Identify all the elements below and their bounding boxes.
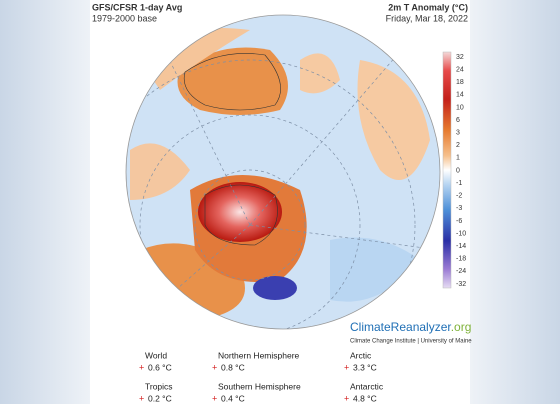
colorbar-label: 24 [456,66,464,73]
colorbar-label: 1 [456,155,460,162]
colorbar-label: -6 [456,218,462,225]
colorbar-label: 0 [456,167,460,174]
globe-outline [125,14,441,330]
colorbar-label: -32 [456,281,466,288]
stat-sign: + [344,393,349,403]
colorbar-label: -18 [456,256,466,263]
colorbar-label: -10 [456,230,466,237]
stat-value: 0.2 °C [148,393,172,403]
stat-value: 0.8 °C [221,362,245,372]
stat-value: 4.8 °C [353,393,377,403]
base-period: 1979-2000 base [92,13,157,23]
logo-domain: .org [451,320,472,334]
logo: ClimateReanalyzer.org [350,320,471,334]
stat-sign: + [344,362,349,372]
colorbar-label: 18 [456,79,464,86]
stat-label: Arctic [350,350,372,360]
colorbar-label: 14 [456,92,464,99]
colorbar-label: 3 [456,130,460,137]
stat-value: 0.4 °C [221,393,245,403]
stat-sign: + [212,362,217,372]
stat-value: 0.6 °C [148,362,172,372]
colorbar-label: -3 [456,205,462,212]
colorbar [442,51,452,289]
stat-value: 3.3 °C [353,362,377,372]
colorbar-label: 6 [456,117,460,124]
globe-map [126,15,440,329]
colorbar-label: -24 [456,268,466,275]
logo-credit: Climate Change Institute | University of… [350,339,472,345]
stat-label: Tropics [145,381,173,391]
colorbar-label: 10 [456,104,464,111]
title: GFS/CFSR 1-day Avg [92,2,182,12]
colorbar-label: -2 [456,193,462,200]
stat-label: Southern Hemisphere [218,381,301,391]
variable: 2m T Anomaly (°C) [388,2,468,12]
logo-name: ClimateReanalyzer [350,320,451,334]
stat-label: World [145,350,167,360]
colorbar-label: 2 [456,142,460,149]
stat-sign: + [212,393,217,403]
blurred-edge [0,0,90,404]
stat-sign: + [139,362,144,372]
colorbar-label: -1 [456,180,462,187]
colorbar-label: 32 [456,54,464,61]
blurred-edge [470,0,560,404]
stat-label: Antarctic [350,381,384,391]
stat-sign: + [139,393,144,403]
colorbar-label: -14 [456,243,466,250]
stat-label: Northern Hemisphere [218,350,300,360]
date: Friday, Mar 18, 2022 [386,13,468,23]
